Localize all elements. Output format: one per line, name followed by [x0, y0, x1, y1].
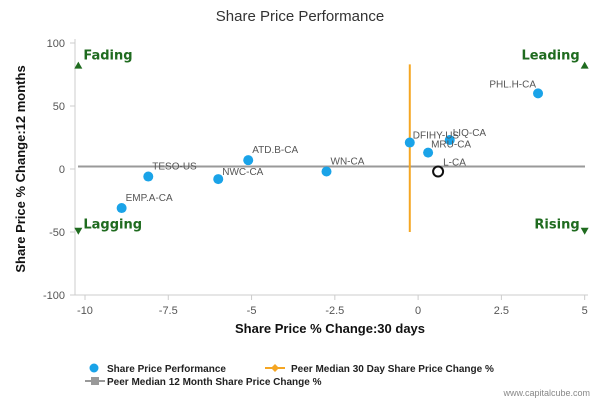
- peer-median-lines: [78, 64, 585, 232]
- data-point-label: DFIHY-US: [413, 131, 460, 142]
- x-tick-label: -10: [77, 305, 93, 317]
- legend-marker-peer-12m: [91, 377, 99, 385]
- quadrant-label-rising: Rising: [534, 218, 579, 233]
- y-tick-label: -50: [49, 227, 65, 239]
- highlight-point-label: L-CA: [443, 158, 466, 169]
- data-point-mru-ca[interactable]: [423, 147, 434, 158]
- legend: Share Price Performance Peer Median 30 D…: [85, 363, 494, 388]
- x-tick-label: -2.5: [325, 305, 344, 317]
- data-point-dfihy-us[interactable]: [404, 137, 415, 148]
- data-point-emp-a-ca[interactable]: [116, 203, 127, 214]
- y-tick-label: -100: [43, 290, 65, 302]
- data-point-wn-ca[interactable]: [321, 166, 332, 177]
- legend-marker-peer-30d: [271, 364, 279, 372]
- data-point-teso-us[interactable]: [143, 171, 154, 182]
- legend-label-peer-30d[interactable]: Peer Median 30 Day Share Price Change %: [291, 364, 494, 375]
- data-point-label: ATD.B-CA: [252, 145, 298, 156]
- data-point-phl-h-ca[interactable]: [533, 88, 544, 99]
- x-axis-title: Share Price % Change:30 days: [235, 321, 425, 336]
- data-point-label: PHL.H-CA: [489, 79, 536, 90]
- x-tick-label: -5: [247, 305, 257, 317]
- y-tick-label: 50: [53, 101, 65, 113]
- data-point-label: WN-CA: [331, 157, 365, 168]
- credit-text: www.capitalcube.com: [502, 388, 590, 398]
- quadrant-labels: Fading Leading Lagging Rising: [74, 49, 589, 235]
- data-point-label: EMP.A-CA: [126, 193, 173, 204]
- y-tick-label: 100: [47, 38, 65, 50]
- legend-marker-share-price: [89, 363, 99, 373]
- x-tick-label: 2.5: [494, 305, 509, 317]
- data-point-liq-ca[interactable]: [444, 135, 455, 146]
- y-axis-title: Share Price % Change:12 months: [13, 65, 28, 272]
- legend-label-share-price[interactable]: Share Price Performance: [107, 364, 226, 375]
- chart-title: Share Price Performance: [216, 8, 384, 25]
- quadrant-label-lagging: Lagging: [83, 218, 142, 233]
- axes: 100 50 0 -50 -100 -10 -7.5 -5 -2.5 0 2.5 5: [43, 38, 588, 317]
- x-tick-label: -7.5: [159, 305, 178, 317]
- data-point-label: MRU-CA: [431, 140, 471, 151]
- data-point-atd-b-ca[interactable]: [243, 155, 254, 166]
- data-point-label: NWC-CA: [222, 167, 263, 178]
- quadrant-label-leading: Leading: [521, 49, 579, 64]
- legend-label-peer-12m[interactable]: Peer Median 12 Month Share Price Change …: [107, 377, 322, 388]
- y-tick-label: 0: [59, 164, 65, 176]
- data-point-label: TESO-US: [152, 162, 197, 173]
- quadrant-arrow-up-icon: [580, 61, 589, 69]
- quadrant-label-fading: Fading: [83, 49, 132, 64]
- quadrant-arrow-up-icon: [74, 61, 83, 69]
- x-tick-label: 5: [582, 305, 588, 317]
- quadrant-arrow-down-icon: [580, 227, 589, 235]
- x-tick-label: 0: [415, 305, 421, 317]
- quadrant-arrow-down-icon: [74, 227, 83, 235]
- highlight-point-l-ca[interactable]: [432, 165, 445, 178]
- data-point-label: LIQ-CA: [453, 128, 487, 139]
- data-point-nwc-ca[interactable]: [213, 174, 224, 185]
